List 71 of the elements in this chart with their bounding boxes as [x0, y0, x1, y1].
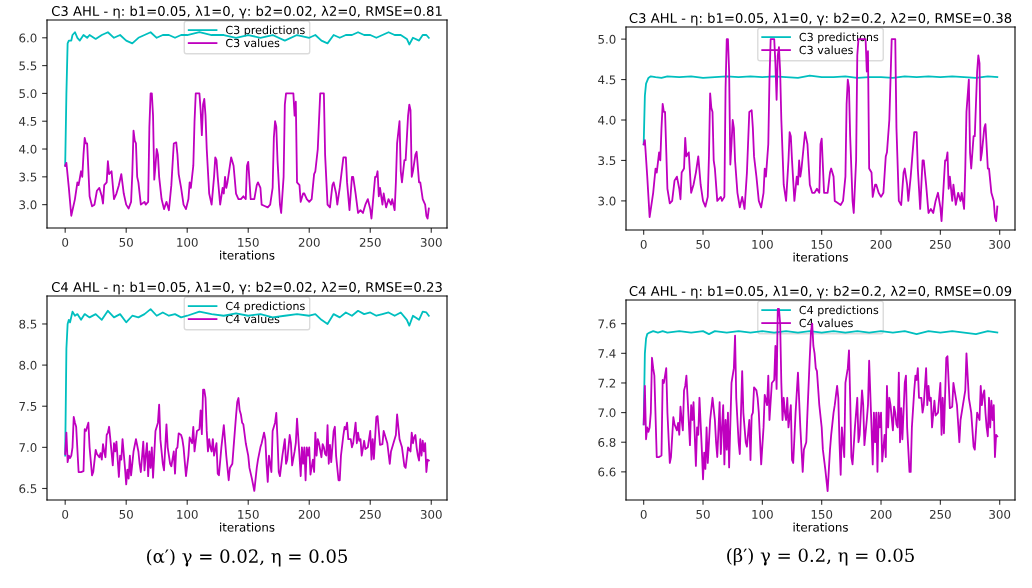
x-tick-label: 250	[359, 509, 381, 519]
y-tick-label: 5.0	[19, 89, 37, 99]
y-tick-label: 4.5	[598, 75, 616, 85]
x-tick-label: 300	[989, 239, 1011, 249]
y-tick-label: 3.5	[598, 156, 616, 166]
x-tick-label: 50	[696, 509, 710, 519]
y-tick-label: 7.0	[598, 408, 616, 418]
y-tick-label: 5.5	[19, 61, 37, 71]
y-tick-label: 3.5	[19, 172, 37, 182]
text: (α′) γ = 0.02, η = 0.05	[147, 548, 348, 567]
legend-label: C3 values	[226, 38, 280, 48]
x-tick-label: 100	[752, 509, 773, 519]
text: (β′) γ = 0.2, η = 0.05	[727, 548, 914, 566]
x-tick-label: 150	[811, 239, 833, 249]
y-tick-label: 8.5	[19, 319, 37, 329]
y-tick-label: 7.2	[598, 378, 616, 388]
y-tick-label: 6.8	[598, 437, 616, 447]
x-tick-label: 100	[177, 509, 198, 519]
legend-label: C3 values	[799, 45, 853, 55]
y-tick-label: 7.0	[19, 443, 37, 453]
y-tick-label: 7.5	[19, 402, 37, 411]
x-tick-label: 250	[929, 509, 951, 519]
x-axis-title: iterations	[793, 522, 848, 532]
x-tick-label: 150	[238, 509, 259, 519]
x-tick-label: 250	[929, 239, 951, 249]
x-tick-label: 150	[811, 509, 833, 519]
line-series	[64, 388, 430, 492]
x-tick-label: 300	[420, 237, 442, 247]
chart-title: C4 AHL - η: b1=0.05, λ1=0, γ: b2=0.2, λ2=0, RMSE=0.09	[629, 285, 1012, 299]
x-axis-title: iterations	[220, 522, 275, 532]
x-axis-title: iterations	[793, 252, 848, 262]
x-tick-label: 0	[62, 509, 69, 519]
y-tick-label: 6.6	[598, 467, 616, 477]
x-tick-label: 0	[640, 509, 647, 519]
legend-label: C4 predictions	[226, 301, 305, 313]
y-tick-label: 4.0	[598, 115, 616, 125]
legend-label: C4 values	[226, 314, 280, 324]
x-tick-label: 200	[298, 509, 320, 519]
y-tick-label: 8.0	[19, 360, 37, 370]
x-tick-label: 300	[989, 509, 1011, 519]
chart-title: C4 AHL - η: b1=0.05, λ1=0, γ: b2=0.02, λ2=0, RMSE=0.23	[51, 281, 442, 295]
x-tick-label: 50	[696, 239, 710, 249]
legend-label: C3 predictions	[799, 32, 879, 44]
y-tick-label: 5.0	[598, 34, 616, 44]
y-tick-label: 4.5	[19, 117, 37, 126]
line-series	[64, 92, 430, 220]
x-tick-label: 300	[420, 509, 442, 519]
x-tick-label: 150	[238, 237, 259, 247]
x-tick-label: 250	[359, 237, 381, 247]
y-tick-label: 3.0	[598, 196, 616, 206]
x-tick-label: 50	[119, 237, 133, 247]
line-series	[642, 307, 999, 493]
x-tick-label: 200	[870, 239, 892, 249]
x-tick-label: 0	[62, 237, 69, 247]
y-tick-label: 6.5	[19, 484, 37, 494]
y-tick-label: 7.6	[598, 319, 616, 329]
chart-title: C3 AHL - η: b1=0.05, λ1=0, γ: b2=0.02, λ2=0, RMSE=0.81	[51, 5, 442, 19]
y-tick-label: 7.4	[598, 349, 616, 358]
x-tick-label: 100	[177, 237, 198, 247]
x-tick-label: 200	[870, 509, 892, 519]
x-tick-label: 200	[298, 237, 320, 247]
legend-label: C3 predictions	[226, 25, 305, 37]
x-tick-label: 50	[119, 509, 133, 519]
y-tick-label: 3.0	[19, 200, 37, 210]
y-tick-label: 4.0	[19, 144, 37, 154]
x-tick-label: 100	[752, 239, 773, 249]
x-axis-title: iterations	[220, 250, 275, 260]
chart-title: C3 AHL - η: b1=0.05, λ1=0, γ: b2=0.2, λ2=0, RMSE=0.38	[629, 12, 1012, 26]
y-tick-label: 6.0	[19, 33, 37, 43]
legend-label: C4 predictions	[799, 305, 879, 317]
x-tick-label: 0	[640, 239, 647, 249]
